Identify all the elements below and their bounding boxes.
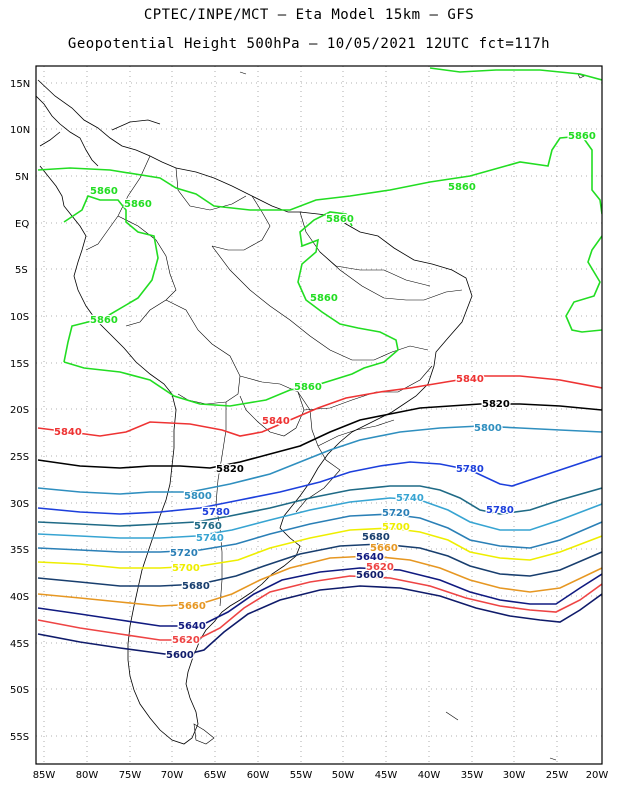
lon-tick: 85W bbox=[33, 770, 56, 781]
lat-tick: 50S bbox=[10, 685, 29, 696]
map-frame bbox=[35, 65, 603, 765]
lat-tick: EQ bbox=[15, 219, 29, 230]
contour-label-5860: 5860 bbox=[568, 131, 596, 142]
contour-5860-top bbox=[429, 67, 602, 81]
contour-label-5860: 5860 bbox=[90, 315, 118, 326]
contour-5760 bbox=[37, 485, 602, 527]
contour-label-5840: 5840 bbox=[456, 374, 484, 385]
contour-label-5620: 5620 bbox=[172, 635, 200, 646]
lat-tick: 10S bbox=[10, 312, 29, 323]
contour-label-5860: 5860 bbox=[326, 214, 354, 225]
lon-tick: 25W bbox=[546, 770, 569, 781]
contour-label-5860: 5860 bbox=[310, 293, 338, 304]
contour-label-5600: 5600 bbox=[356, 570, 384, 581]
contour-5660 bbox=[37, 555, 602, 607]
lon-tick: 30W bbox=[503, 770, 526, 781]
contour-label-5620: 5620 bbox=[366, 562, 394, 573]
lat-tick: 15N bbox=[10, 79, 30, 90]
contour-label-5800: 5800 bbox=[474, 423, 502, 434]
contour-5600 bbox=[37, 585, 602, 657]
contour-label-5640: 5640 bbox=[178, 621, 206, 632]
contour-label-5860: 5860 bbox=[124, 199, 152, 210]
lat-tick: 35S bbox=[10, 545, 29, 556]
contour-5620 bbox=[37, 575, 602, 641]
contour-5740 bbox=[37, 497, 602, 539]
longitude-ticks: 85W 80W 75W 70W 65W 60W 55W 50W 45W 40W … bbox=[33, 770, 609, 781]
lon-tick: 50W bbox=[332, 770, 355, 781]
lon-tick: 60W bbox=[247, 770, 270, 781]
contour-label-5740: 5740 bbox=[396, 493, 424, 504]
contour-label-5780: 5780 bbox=[202, 507, 230, 518]
contour-label-5860: 5860 bbox=[448, 182, 476, 193]
contour-label-5640: 5640 bbox=[356, 552, 384, 563]
central-america-outline bbox=[36, 95, 161, 167]
title-line-1: CPTEC/INPE/MCT – Eta Model 15km – GFS bbox=[143, 7, 475, 23]
latitude-ticks: 15N 10N 5N EQ 5S 10S 15S 20S 25S 30S 35S… bbox=[10, 79, 30, 743]
lon-tick: 80W bbox=[76, 770, 99, 781]
contour-label-5720: 5720 bbox=[170, 548, 198, 559]
lat-tick: 40S bbox=[10, 592, 29, 603]
contour-label-5820: 5820 bbox=[216, 464, 244, 475]
contour-label-5720: 5720 bbox=[382, 508, 410, 519]
lat-tick: 10N bbox=[10, 125, 30, 136]
map-background bbox=[36, 66, 602, 764]
lon-tick: 40W bbox=[418, 770, 441, 781]
lat-tick: 5S bbox=[15, 265, 28, 276]
contour-label-5800: 5800 bbox=[184, 491, 212, 502]
contour-label-5740: 5740 bbox=[196, 533, 224, 544]
contour-5780 bbox=[37, 455, 602, 515]
lon-tick: 35W bbox=[461, 770, 484, 781]
contour-label-5840: 5840 bbox=[54, 427, 82, 438]
lat-tick: 5N bbox=[15, 172, 29, 183]
contour-label-5660: 5660 bbox=[370, 543, 398, 554]
contour-label-5680: 5680 bbox=[362, 532, 390, 543]
lat-tick: 15S bbox=[10, 359, 29, 370]
lon-tick: 65W bbox=[204, 770, 227, 781]
contour-label-5700: 5700 bbox=[382, 522, 410, 533]
contour-5860-east bbox=[565, 235, 602, 333]
contour-5700 bbox=[37, 527, 602, 569]
lat-tick: 55S bbox=[10, 732, 29, 743]
contour-5860-north bbox=[37, 135, 602, 215]
contour-5720 bbox=[37, 513, 602, 553]
lon-tick: 55W bbox=[290, 770, 313, 781]
contour-5680 bbox=[37, 543, 602, 587]
contour-label-5860: 5860 bbox=[90, 186, 118, 197]
contour-label-5600: 5600 bbox=[166, 650, 194, 661]
contour-label-5840: 5840 bbox=[262, 416, 290, 427]
contour-5860-central bbox=[63, 211, 399, 407]
lon-tick: 45W bbox=[375, 770, 398, 781]
lat-tick: 30S bbox=[10, 499, 29, 510]
contour-5800 bbox=[37, 425, 602, 495]
contour-label-5860: 5860 bbox=[294, 382, 322, 393]
contour-label-5700: 5700 bbox=[172, 563, 200, 574]
contour-5840 bbox=[37, 375, 602, 437]
contour-label-5820: 5820 bbox=[482, 399, 510, 410]
contour-label-5680: 5680 bbox=[182, 581, 210, 592]
title-line-2: Geopotential Height 500hPa – 10/05/2021 … bbox=[67, 36, 551, 52]
lon-tick: 70W bbox=[161, 770, 184, 781]
lat-tick: 25S bbox=[10, 452, 29, 463]
lon-tick: 75W bbox=[119, 770, 142, 781]
lon-tick: 20W bbox=[586, 770, 609, 781]
lat-tick: 20S bbox=[10, 405, 29, 416]
contour-label-5660: 5660 bbox=[178, 601, 206, 612]
contour-label-5780: 5780 bbox=[456, 464, 484, 475]
contour-5820 bbox=[37, 403, 602, 469]
contour-5640 bbox=[37, 567, 602, 627]
contour-5860-south bbox=[63, 195, 159, 363]
contour-label-5780: 5780 bbox=[486, 505, 514, 516]
lat-tick: 45S bbox=[10, 639, 29, 650]
contour-label-5760: 5760 bbox=[194, 521, 222, 532]
